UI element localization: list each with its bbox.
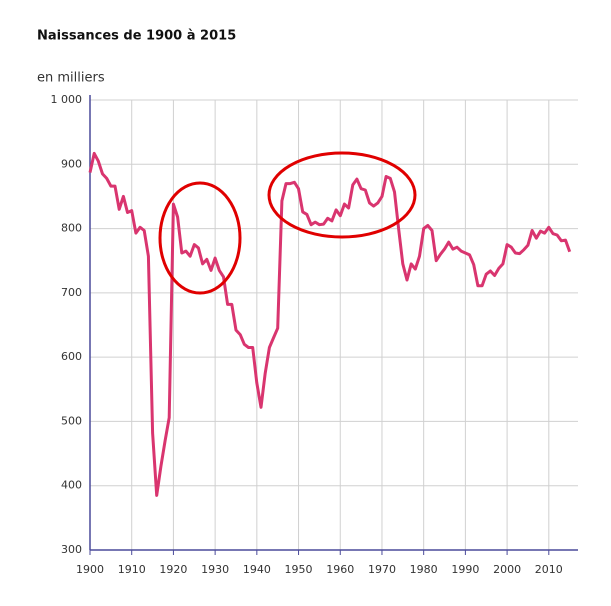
y-tick-label: 300 — [61, 543, 82, 556]
x-tick-label: 1900 — [76, 563, 104, 576]
x-tick-label: 1930 — [201, 563, 229, 576]
y-tick-label: 1 000 — [51, 93, 83, 106]
x-tick-label: 1990 — [451, 563, 479, 576]
chart-title: Naissances de 1900 à 2015 — [37, 29, 236, 44]
y-tick-label: 600 — [61, 350, 82, 363]
highlight-ellipse — [267, 151, 417, 239]
y-tick-label: 900 — [61, 157, 82, 170]
highlight-ellipse — [158, 181, 242, 295]
y-tick-label: 400 — [61, 479, 82, 492]
x-tick-label: 1950 — [285, 563, 313, 576]
y-tick-label: 700 — [61, 286, 82, 299]
x-tick-label: 1940 — [243, 563, 271, 576]
x-tick-label: 1910 — [118, 563, 146, 576]
x-tick-label: 2000 — [493, 563, 521, 576]
x-tick-label: 2010 — [535, 563, 563, 576]
x-tick-label: 1970 — [368, 563, 396, 576]
y-tick-label: 800 — [61, 222, 82, 235]
x-tick-label: 1980 — [410, 563, 438, 576]
data-line — [88, 151, 572, 497]
x-tick-label: 1920 — [159, 563, 187, 576]
y-tick-label: 500 — [61, 414, 82, 427]
y-axis-label: en milliers — [37, 71, 105, 86]
x-tick-label: 1960 — [326, 563, 354, 576]
